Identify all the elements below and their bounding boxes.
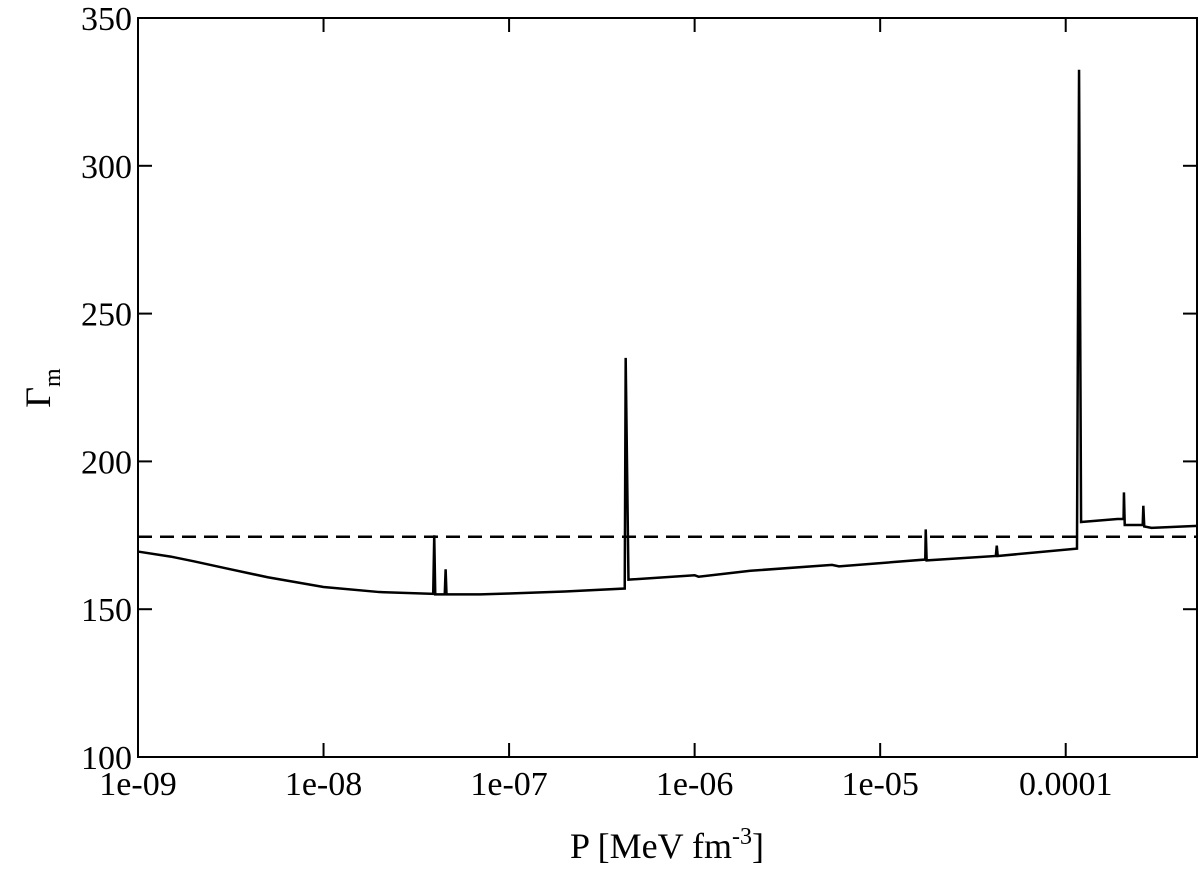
- y-tick-label: 250: [81, 297, 132, 334]
- y-label-main: Γ: [18, 387, 58, 408]
- y-tick-label: 350: [81, 1, 132, 38]
- x-label-main: P [MeV fm: [570, 826, 732, 866]
- x-tick-label: 1e-08: [285, 766, 362, 803]
- y-tick-label: 300: [81, 149, 132, 186]
- x-tick-label: 1e-07: [470, 766, 547, 803]
- plot-frame: [137, 17, 1198, 758]
- x-axis-label: P [MeV fm-3]: [570, 824, 764, 866]
- x-label-sup: -3: [732, 824, 752, 850]
- y-tick-label: 150: [81, 592, 132, 629]
- x-label-tail: ]: [752, 826, 764, 866]
- y-axis-label: Γm: [18, 368, 66, 408]
- y-tick-label: 200: [81, 444, 132, 481]
- data-line: [137, 69, 1198, 596]
- y-tick-label: 100: [81, 740, 132, 777]
- x-tick-label: 1e-06: [656, 766, 733, 803]
- x-tick-label: 1e-05: [841, 766, 918, 803]
- x-tick-label: 0.0001: [1019, 766, 1113, 803]
- x-tick-label: 1e-09: [99, 766, 176, 803]
- y-label-sub: m: [40, 368, 66, 387]
